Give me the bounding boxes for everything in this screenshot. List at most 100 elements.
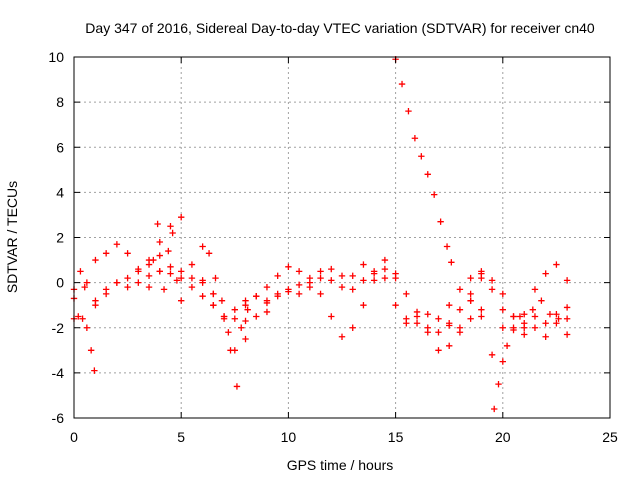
data-point: [392, 301, 399, 309]
data-point: [546, 311, 554, 318]
data-point: [328, 313, 335, 320]
data-point: [263, 283, 271, 291]
series-track-f: [199, 243, 251, 354]
data-point: [124, 283, 131, 291]
data-point: [529, 306, 537, 313]
data-point: [156, 268, 163, 275]
y-tick-label: -6: [52, 410, 65, 426]
series-track-n: [499, 304, 571, 340]
y-tick-label: 10: [48, 49, 64, 65]
data-point: [467, 315, 474, 322]
data-point: [199, 279, 206, 286]
data-point: [398, 80, 406, 88]
data-point: [113, 279, 121, 286]
data-point: [446, 301, 453, 309]
data-point: [491, 405, 498, 413]
data-point: [242, 317, 249, 325]
data-point: [435, 347, 442, 354]
x-axis-label: GPS time / hours: [287, 457, 394, 473]
data-point: [553, 311, 560, 318]
data-point: [199, 243, 206, 250]
data-point: [135, 279, 142, 286]
x-tick-label: 25: [602, 429, 618, 445]
series-track-d: [92, 213, 249, 390]
data-point: [360, 261, 367, 268]
data-point: [370, 268, 378, 275]
data-point: [274, 272, 281, 280]
data-point: [430, 191, 438, 198]
data-point: [102, 290, 110, 298]
data-point: [231, 315, 238, 322]
data-point: [467, 297, 474, 304]
y-tick-label: 2: [56, 230, 64, 246]
data-point: [274, 292, 281, 300]
data-point: [165, 247, 172, 255]
data-point: [167, 223, 174, 230]
data-point: [381, 265, 389, 273]
y-tick-label: 6: [56, 139, 64, 155]
data-point: [77, 268, 84, 275]
data-point: [205, 250, 213, 257]
data-point: [92, 256, 99, 264]
data-point: [349, 286, 356, 293]
data-point: [499, 358, 506, 365]
data-point: [531, 286, 539, 293]
data-point: [495, 380, 502, 388]
data-point: [113, 241, 121, 248]
data-point: [238, 324, 245, 331]
data-point: [435, 329, 442, 336]
data-point: [413, 308, 421, 316]
data-point: [478, 306, 485, 313]
data-point: [503, 342, 511, 349]
data-point: [467, 290, 474, 298]
data-point: [381, 274, 389, 282]
data-point: [210, 290, 217, 298]
data-point: [317, 274, 324, 282]
data-point: [381, 256, 389, 264]
data-point: [478, 313, 485, 320]
data-point: [553, 320, 560, 327]
series-track-b: [70, 241, 217, 298]
data-point: [295, 268, 303, 275]
data-point: [531, 313, 539, 320]
data-point: [231, 306, 238, 313]
data-point: [521, 320, 528, 327]
data-point: [542, 320, 549, 327]
data-point: [563, 277, 571, 284]
data-point: [499, 324, 506, 331]
data-point: [87, 347, 95, 354]
data-point: [443, 243, 451, 250]
data-point: [521, 331, 528, 338]
x-tick-label: 15: [388, 429, 404, 445]
data-point: [338, 272, 346, 280]
data-point: [285, 288, 292, 295]
data-point: [124, 250, 131, 257]
data-point: [542, 270, 549, 277]
data-point: [437, 218, 444, 225]
data-point: [244, 306, 251, 313]
data-point: [424, 311, 431, 318]
data-point: [317, 268, 324, 275]
data-point: [516, 313, 524, 320]
data-point: [169, 229, 176, 237]
data-point: [328, 277, 335, 284]
data-point: [563, 304, 571, 311]
data-point: [563, 331, 571, 338]
data-point: [225, 329, 232, 336]
data-point: [92, 301, 99, 309]
data-point: [156, 252, 163, 259]
data-point: [145, 283, 153, 291]
data-point: [178, 213, 185, 221]
data-point: [555, 315, 562, 322]
data-point: [510, 313, 517, 320]
data-point: [295, 281, 303, 289]
data-point: [488, 277, 496, 284]
data-point: [160, 286, 168, 293]
data-point: [456, 324, 464, 331]
data-point: [79, 315, 86, 322]
data-point: [242, 297, 249, 304]
data-point: [349, 324, 356, 331]
data-point: [392, 270, 399, 277]
x-tick-label: 0: [70, 429, 78, 445]
